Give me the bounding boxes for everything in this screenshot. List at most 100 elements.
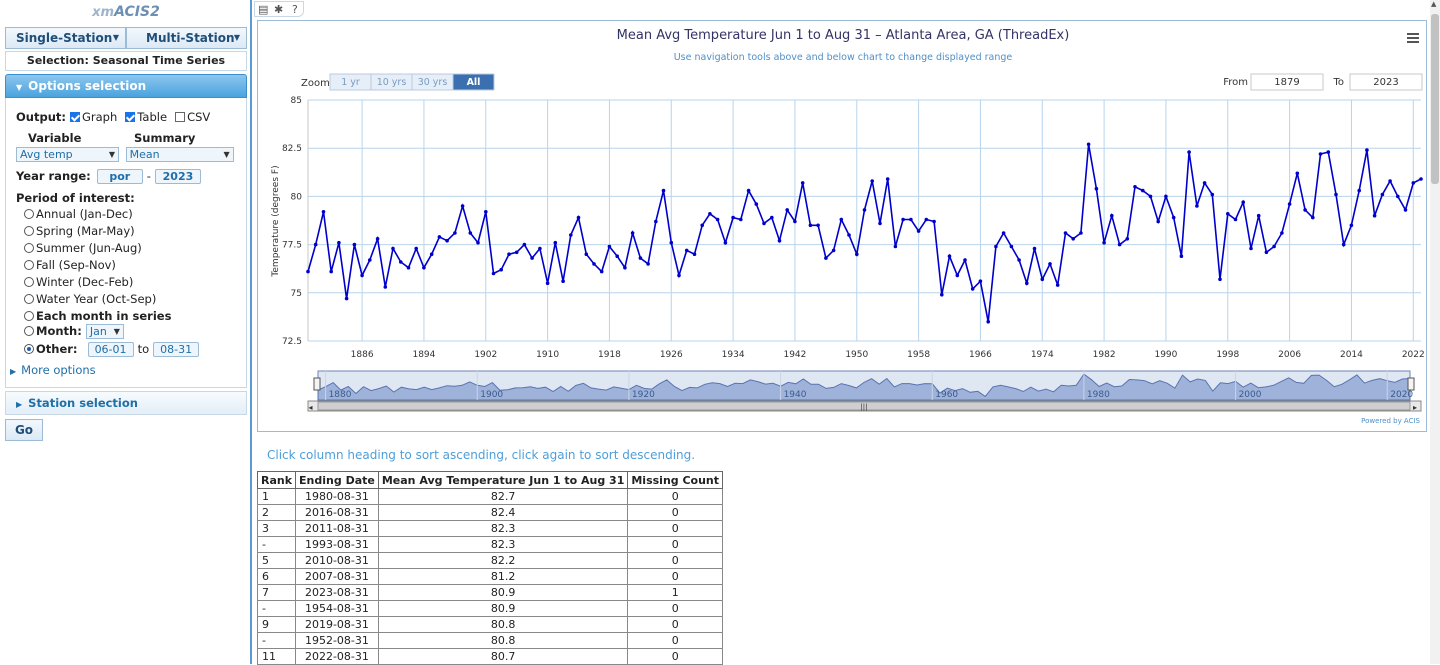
zoom-button-All[interactable]: All <box>452 73 495 91</box>
data-point-1951[interactable] <box>862 208 867 212</box>
scroll-left-icon[interactable]: ◂ <box>309 403 313 412</box>
data-point-1905[interactable] <box>507 252 511 256</box>
radio-fall[interactable] <box>24 260 34 270</box>
data-point-1901[interactable] <box>476 240 480 245</box>
column-header-3[interactable]: Missing Count <box>627 471 724 489</box>
data-point-1915[interactable] <box>584 252 589 256</box>
data-point-1940[interactable] <box>777 238 782 243</box>
data-point-1976[interactable] <box>1055 283 1060 287</box>
period-each-month[interactable]: Each month in series <box>24 309 171 323</box>
summary-select[interactable]: Mean ▼ <box>125 147 234 162</box>
data-point-2000[interactable] <box>1241 200 1245 204</box>
data-point-2012[interactable] <box>1334 192 1338 197</box>
data-point-1936[interactable] <box>746 188 751 193</box>
data-point-1926[interactable] <box>669 240 674 245</box>
scrollbar-thumb[interactable] <box>1431 14 1439 184</box>
data-point-1882[interactable] <box>329 269 333 274</box>
data-point-2018[interactable] <box>1380 192 1385 197</box>
radio-other[interactable] <box>24 344 34 354</box>
data-point-1981[interactable] <box>1094 186 1099 191</box>
period-annual[interactable]: Annual (Jan-Dec) <box>24 207 133 221</box>
data-point-2020[interactable] <box>1396 194 1400 199</box>
help-icon[interactable]: ? <box>292 3 298 16</box>
data-point-1983[interactable] <box>1110 213 1114 218</box>
data-point-1888[interactable] <box>375 237 380 241</box>
navigator-left-handle[interactable] <box>313 377 321 391</box>
data-point-1932[interactable] <box>715 217 720 222</box>
data-point-1930[interactable] <box>700 223 704 228</box>
station-selection-header[interactable]: ▶ Station selection <box>5 391 247 415</box>
data-point-1943[interactable] <box>800 181 805 185</box>
data-point-1934[interactable] <box>731 215 735 220</box>
data-point-1938[interactable] <box>762 221 766 226</box>
data-point-1925[interactable] <box>661 188 666 193</box>
data-point-1919[interactable] <box>615 254 619 258</box>
data-point-1903[interactable] <box>491 271 496 276</box>
data-point-1968[interactable] <box>994 244 998 249</box>
data-point-1994[interactable] <box>1195 204 1199 208</box>
data-point-1950[interactable] <box>855 252 859 256</box>
data-point-1967[interactable] <box>986 319 990 324</box>
scrollbar-grip-icon[interactable]: ||| <box>860 403 867 411</box>
data-point-1890[interactable] <box>391 246 395 251</box>
options-selection-header[interactable]: ▼ Options selection <box>5 74 247 98</box>
data-point-1921[interactable] <box>630 231 635 235</box>
data-point-1889[interactable] <box>383 285 388 289</box>
data-point-1984[interactable] <box>1117 242 1122 247</box>
navigator-right-handle[interactable] <box>1407 377 1415 391</box>
data-point-1980[interactable] <box>1086 142 1091 147</box>
radio-summer[interactable] <box>24 243 34 253</box>
data-point-1918[interactable] <box>607 244 612 249</box>
data-point-1942[interactable] <box>793 219 797 224</box>
data-point-1992[interactable] <box>1179 254 1184 258</box>
data-point-1975[interactable] <box>1048 262 1052 266</box>
data-point-1900[interactable] <box>468 231 473 235</box>
data-point-1958[interactable] <box>916 229 921 233</box>
year-start-input[interactable]: por <box>96 169 143 184</box>
data-point-1893[interactable] <box>414 246 418 251</box>
data-point-1923[interactable] <box>646 262 650 266</box>
data-point-1970[interactable] <box>1009 244 1014 249</box>
data-point-1884[interactable] <box>344 296 349 301</box>
data-point-1977[interactable] <box>1063 231 1068 235</box>
data-point-2001[interactable] <box>1249 246 1253 251</box>
zoom-button-10-yrs[interactable]: 10 yrs <box>370 73 413 91</box>
data-point-1954[interactable] <box>885 177 890 181</box>
data-point-1906[interactable] <box>514 250 519 255</box>
data-point-1999[interactable] <box>1233 217 1238 222</box>
data-point-1985[interactable] <box>1125 237 1130 241</box>
period-other[interactable]: Other: 06-01 to 08-31 <box>24 342 200 357</box>
go-button[interactable]: Go <box>5 419 43 441</box>
column-header-0[interactable]: Rank <box>256 471 297 489</box>
data-point-1946[interactable] <box>824 256 828 260</box>
data-point-1952[interactable] <box>870 179 874 183</box>
data-point-1896[interactable] <box>437 235 442 239</box>
data-point-1914[interactable] <box>576 215 581 220</box>
from-input[interactable] <box>1250 73 1324 91</box>
data-point-1989[interactable] <box>1156 219 1160 224</box>
data-point-1948[interactable] <box>839 217 844 222</box>
scroll-right-icon[interactable]: ▸ <box>1413 403 1417 412</box>
data-point-1897[interactable] <box>445 238 449 243</box>
zoom-button-30-yrs[interactable]: 30 yrs <box>411 73 454 91</box>
column-header-1[interactable]: Ending Date <box>295 471 379 489</box>
print-icon[interactable]: ▤ <box>258 3 269 16</box>
data-point-1912[interactable] <box>561 279 565 284</box>
data-point-1990[interactable] <box>1164 194 1168 199</box>
period-month[interactable]: Month: Jan ▼ <box>24 324 124 339</box>
data-point-1885[interactable] <box>352 242 357 247</box>
data-point-1941[interactable] <box>785 208 789 212</box>
data-point-1953[interactable] <box>878 221 882 226</box>
period-summer[interactable]: Summer (Jun-Aug) <box>24 241 142 255</box>
data-point-2015[interactable] <box>1357 188 1361 193</box>
data-point-1933[interactable] <box>723 240 728 245</box>
period-winter[interactable]: Winter (Dec-Feb) <box>24 275 133 289</box>
data-point-2022[interactable] <box>1411 181 1416 185</box>
data-point-1979[interactable] <box>1079 231 1083 235</box>
data-point-1956[interactable] <box>901 217 905 222</box>
period-water-year[interactable]: Water Year (Oct-Sep) <box>24 292 156 306</box>
data-point-1920[interactable] <box>623 265 627 270</box>
data-point-1944[interactable] <box>808 223 813 228</box>
data-point-1911[interactable] <box>553 240 558 245</box>
data-point-1907[interactable] <box>522 242 527 247</box>
